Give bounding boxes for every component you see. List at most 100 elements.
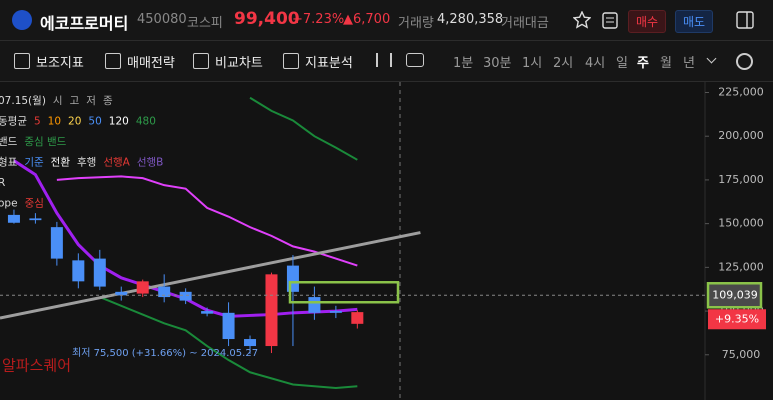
y-tick-label: 75,000 bbox=[722, 348, 761, 361]
candle-body bbox=[222, 312, 235, 340]
legend-text: 중심 bbox=[25, 198, 44, 210]
legend-text: 10 bbox=[48, 116, 61, 128]
legend-text: 07.15(월) bbox=[0, 95, 46, 107]
indicator-line bbox=[56, 175, 358, 267]
legend-text: R bbox=[0, 177, 5, 189]
tool-icon[interactable] bbox=[14, 53, 30, 69]
candle-body bbox=[7, 214, 20, 223]
legend-text: 5 bbox=[34, 116, 41, 128]
candle-body bbox=[179, 291, 192, 301]
y-tick-label: 175,000 bbox=[718, 173, 764, 186]
price-label: 109,039 bbox=[712, 288, 758, 301]
candle-body bbox=[72, 260, 85, 282]
legend-text: 선행B bbox=[137, 157, 164, 169]
tool-button[interactable]: 지표분석 bbox=[305, 56, 353, 71]
price: 99,400 bbox=[234, 9, 300, 29]
candle-body bbox=[265, 274, 278, 347]
candle-body bbox=[158, 286, 171, 298]
y-tick-label: 225,000 bbox=[718, 85, 764, 98]
legend-text: 동평균 bbox=[0, 116, 27, 128]
interval-button[interactable]: 30분 bbox=[483, 56, 512, 71]
change-label-bg bbox=[708, 309, 766, 330]
icon[interactable] bbox=[406, 53, 424, 67]
candle-body bbox=[351, 312, 364, 324]
legend-text: 밴드 bbox=[0, 136, 18, 148]
candle-body bbox=[308, 297, 321, 313]
stock-name: 에코프로머티 bbox=[40, 14, 129, 33]
candle-body bbox=[329, 311, 342, 313]
interval-button[interactable]: 4시 bbox=[585, 56, 606, 71]
interval-button[interactable]: 1분 bbox=[453, 56, 474, 71]
y-tick-label: 200,000 bbox=[718, 129, 764, 142]
stock-bar: 에코프로머티 450080 코스피 99,400 +7.23% ▲6,700 거… bbox=[0, 0, 773, 41]
action-area: 매수 매도 bbox=[558, 0, 773, 40]
buy-button[interactable]: 매수 bbox=[628, 10, 667, 33]
legend-text: 저 bbox=[86, 95, 96, 107]
highlight-box bbox=[288, 281, 400, 304]
low-annotation: 최저 75,500 (+31.66%) ~ 2024.05.27 bbox=[72, 347, 258, 359]
memo-icon[interactable] bbox=[602, 11, 618, 29]
indicator-line bbox=[99, 296, 358, 390]
legend-text: 50 bbox=[88, 116, 101, 128]
candle-body bbox=[50, 227, 63, 259]
sell-button[interactable]: 매도 bbox=[675, 10, 714, 33]
dropdown[interactable] bbox=[706, 53, 717, 64]
legend-text: 시 bbox=[53, 95, 63, 107]
star-icon[interactable] bbox=[573, 11, 591, 29]
tool-icon[interactable] bbox=[105, 53, 121, 69]
change-label: +9.35% bbox=[715, 312, 759, 325]
icon[interactable] bbox=[376, 53, 392, 67]
candle-body bbox=[136, 281, 149, 294]
layout-icon[interactable] bbox=[736, 11, 754, 29]
y-tick-label: 125,000 bbox=[718, 260, 764, 273]
candle-body bbox=[29, 218, 42, 221]
volume-label: 거래량 bbox=[398, 16, 434, 31]
y-tick-label: 150,000 bbox=[718, 217, 764, 230]
tool-button[interactable]: 보조지표 bbox=[36, 56, 84, 71]
price-label-bg bbox=[706, 282, 763, 309]
tool-button[interactable]: 매매전략 bbox=[127, 56, 175, 71]
candle-body bbox=[93, 258, 106, 287]
toolbar: 보조지표 매매전략 비교차트 지표분석 1분 30분 1시 2시 4시 일 주 월 년 bbox=[0, 41, 773, 82]
legend-text: 형표 bbox=[0, 157, 18, 169]
settings-icon[interactable] bbox=[736, 53, 753, 70]
change-pct: +7.23% bbox=[292, 12, 345, 27]
candle-body bbox=[244, 339, 257, 347]
candle-body bbox=[286, 265, 299, 292]
legend-text: 480 bbox=[136, 116, 156, 128]
legend-text: 전환 bbox=[51, 157, 71, 169]
legend-text: 20 bbox=[68, 116, 81, 128]
legend-text: 고 bbox=[70, 95, 80, 107]
amount-label: 거래대금 bbox=[501, 16, 549, 31]
interval-button[interactable]: 일 bbox=[616, 56, 628, 71]
tool-icon[interactable] bbox=[283, 53, 299, 69]
legend-text: 선행A bbox=[103, 157, 130, 169]
interval-button[interactable]: 월 bbox=[660, 56, 672, 71]
stock-code: 450080 bbox=[137, 12, 187, 27]
legend-text: 후행 bbox=[77, 157, 96, 169]
logo bbox=[12, 10, 32, 30]
candle-body bbox=[201, 311, 214, 314]
legend-text: 종 bbox=[103, 95, 113, 107]
interval-button[interactable]: 2시 bbox=[553, 56, 574, 71]
interval-button[interactable]: 년 bbox=[683, 56, 695, 71]
chart-bg bbox=[0, 82, 773, 400]
legend-text: 기준 bbox=[24, 157, 44, 169]
volume: 4,280,358 bbox=[437, 12, 504, 27]
legend-text: 120 bbox=[109, 116, 129, 128]
trend-line bbox=[0, 231, 421, 320]
market: 코스피 bbox=[187, 16, 223, 31]
interval-button[interactable]: 1시 bbox=[522, 56, 543, 71]
watermark: 알파스퀘어 bbox=[2, 357, 71, 375]
tool-icon[interactable] bbox=[193, 53, 209, 69]
header: 에코프로머티 450080 코스피 99,400 +7.23% ▲6,700 거… bbox=[0, 0, 773, 82]
change: ▲6,700 bbox=[343, 12, 391, 27]
tool-button[interactable]: 비교차트 bbox=[215, 56, 263, 71]
candle-body bbox=[115, 291, 128, 296]
legend-text: ope bbox=[0, 198, 18, 210]
legend-text: 중심 밴드 bbox=[24, 136, 66, 148]
indicator-line bbox=[249, 96, 358, 161]
interval-button[interactable]: 주 bbox=[637, 56, 649, 71]
